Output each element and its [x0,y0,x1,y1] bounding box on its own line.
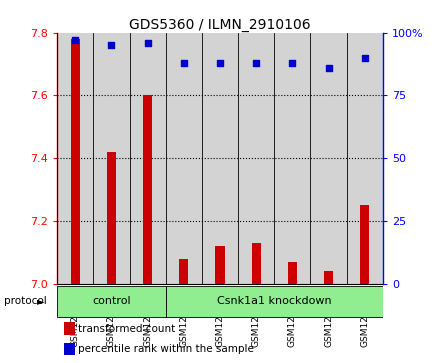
Point [72,37,79,43]
Bar [202,33,238,284]
Bar [143,95,152,284]
Point [180,60,187,66]
Bar [238,33,274,284]
Text: transformed count: transformed count [78,323,176,334]
Bar [311,33,347,284]
Bar [71,39,80,284]
Point [253,60,260,66]
Bar [166,286,383,317]
Bar [216,246,224,284]
Bar [360,205,369,284]
Text: percentile rank within the sample: percentile rank within the sample [78,344,254,354]
Bar [347,33,383,284]
Bar [252,243,260,284]
Point [216,60,224,66]
Bar [180,259,188,284]
Point [144,40,151,46]
Bar [64,343,75,355]
Bar [129,33,166,284]
Bar [64,322,75,335]
Text: protocol: protocol [4,296,47,306]
Bar [274,33,311,284]
Bar [288,262,297,284]
Point [289,60,296,66]
Text: Csnk1a1 knockdown: Csnk1a1 knockdown [217,296,332,306]
Text: control: control [92,296,131,306]
Point [325,65,332,71]
Bar [93,33,129,284]
Text: ►: ► [37,296,45,306]
Bar [57,286,166,317]
Bar [166,33,202,284]
Point [108,42,115,48]
Bar [107,152,116,284]
Bar [57,33,93,284]
Title: GDS5360 / ILMN_2910106: GDS5360 / ILMN_2910106 [129,18,311,32]
Bar [324,272,333,284]
Point [361,55,368,61]
